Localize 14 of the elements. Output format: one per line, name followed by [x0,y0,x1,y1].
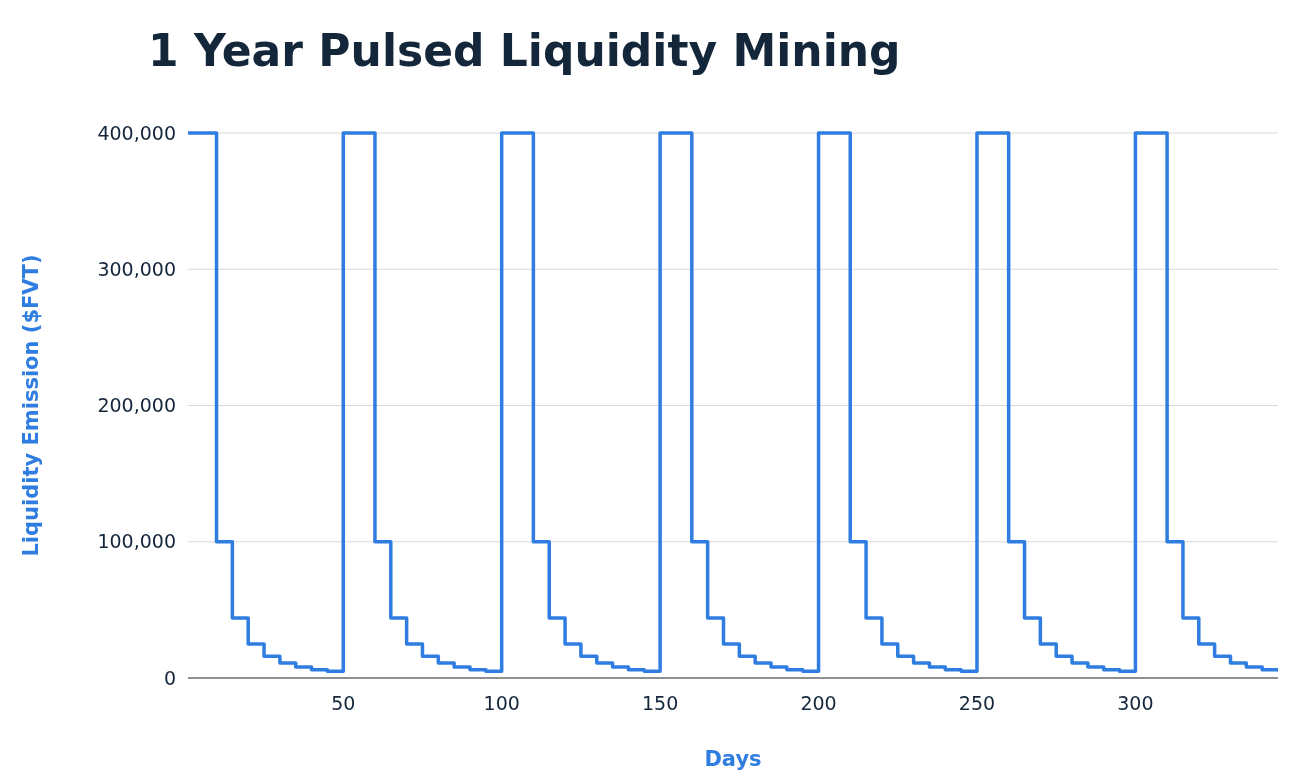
x-tick-label: 50 [331,692,356,714]
y-tick-label: 100,000 [97,530,176,553]
y-axis-title: Liquidity Emission ($FVT) [19,254,43,557]
x-axis-title: Days [704,747,762,771]
chart-title: 1 Year Pulsed Liquidity Mining [148,25,901,76]
x-tick-label: 100 [483,692,520,714]
x-tick-label: 200 [800,692,837,714]
y-tick-label: 0 [163,666,176,689]
y-tick-label: 300,000 [97,257,176,280]
x-tick-label: 250 [958,692,996,714]
y-tick-label: 400,000 [97,121,176,144]
x-tick-label: 300 [1117,692,1154,714]
x-tick-label: 150 [641,692,679,714]
y-tick-label: 200,000 [97,394,176,417]
